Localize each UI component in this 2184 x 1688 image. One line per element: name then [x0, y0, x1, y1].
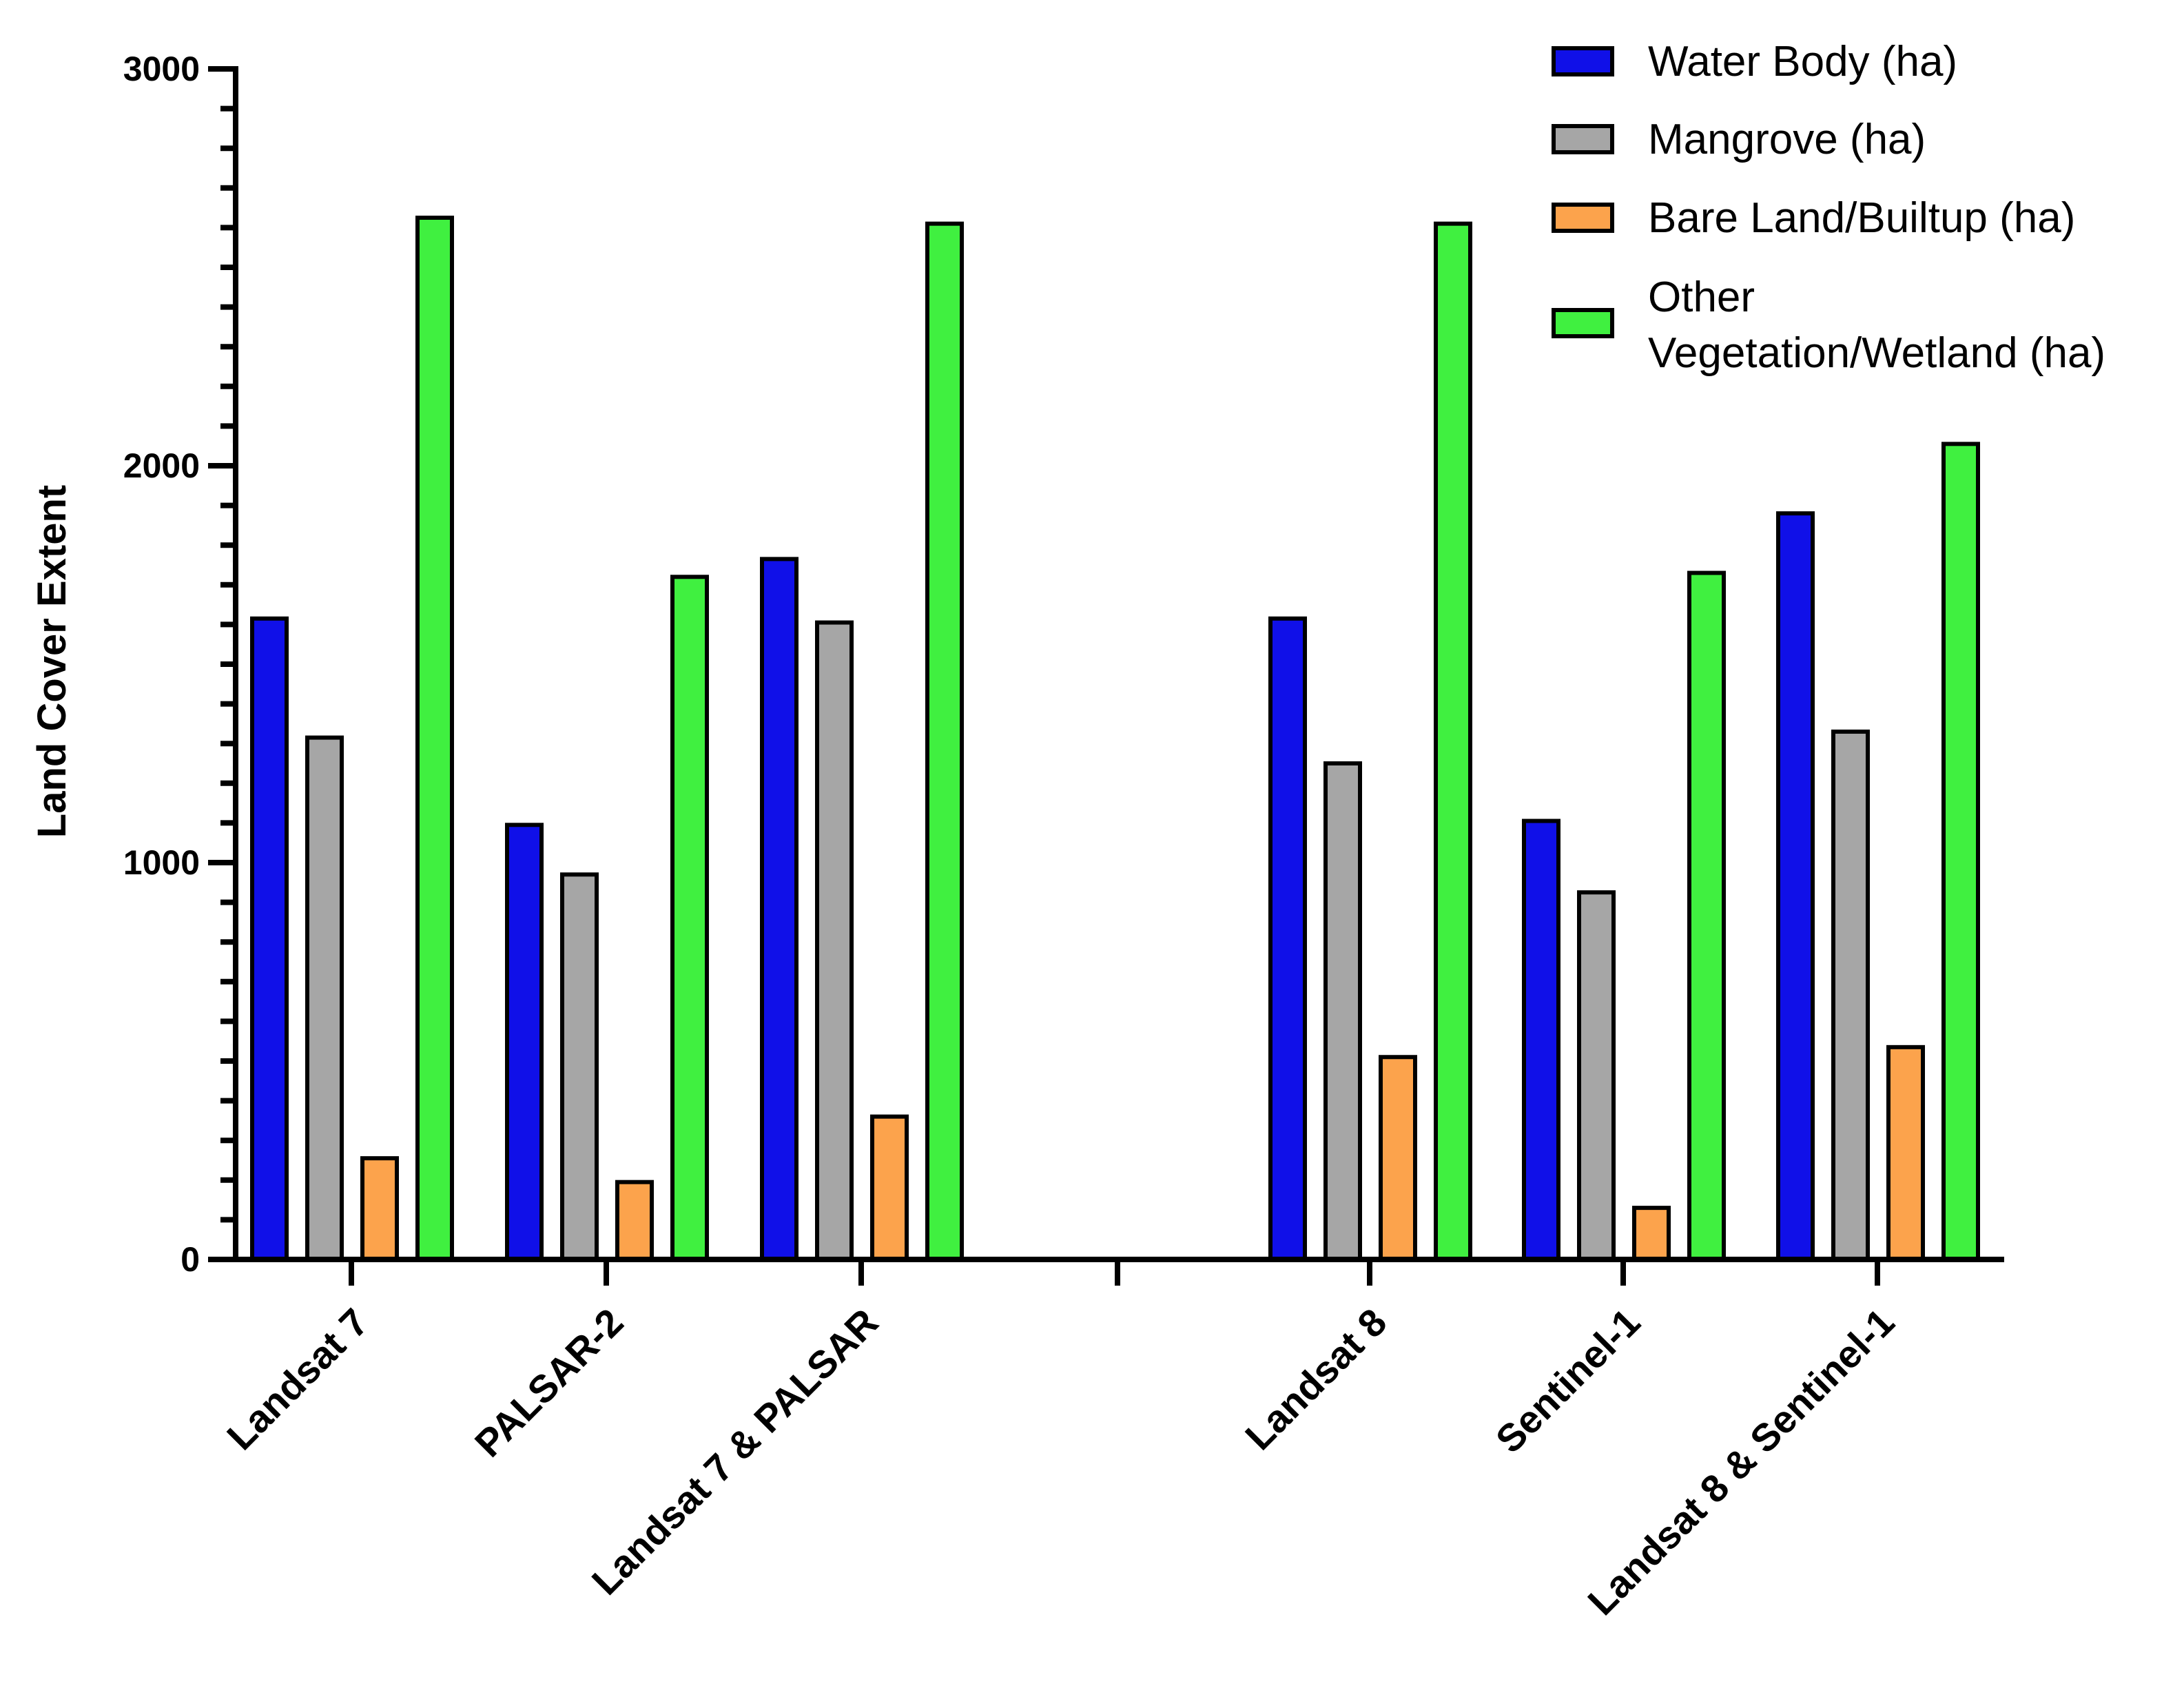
bar-other-vegetation-wetland-ha-6 — [1941, 442, 1980, 1262]
bar-mangrove-ha-6 — [1831, 729, 1870, 1262]
bar-other-vegetation-wetland-ha-5 — [1687, 570, 1726, 1262]
bar-mangrove-ha-3 — [815, 620, 854, 1262]
bar-bare-land-builtup-ha-3 — [870, 1114, 909, 1262]
bar-mangrove-ha-1 — [305, 735, 344, 1262]
bar-other-vegetation-wetland-ha-2 — [670, 575, 709, 1262]
bar-other-vegetation-wetland-ha-4 — [1434, 221, 1472, 1262]
bar-water-body-ha-6 — [1776, 511, 1815, 1262]
bar-mangrove-ha-4 — [1323, 761, 1362, 1262]
x-tick-label: PALSAR-2 — [466, 1300, 632, 1465]
x-tick-label: Landsat 8 — [1237, 1300, 1394, 1458]
y-tick-label: 3000 — [123, 50, 200, 88]
y-tick-label: 1000 — [123, 843, 200, 882]
legend: Water Body (ha) Mangrove (ha) Bare Land/Bu… — [1552, 38, 2105, 377]
bar-other-vegetation-wetland-ha-1 — [415, 216, 454, 1262]
legend-swatch — [1552, 124, 1614, 154]
bar-bare-land-builtup-ha-6 — [1886, 1044, 1925, 1262]
bars — [250, 216, 1980, 1262]
y-tick-label: 0 — [181, 1240, 200, 1279]
bar-bare-land-builtup-ha-5 — [1632, 1206, 1671, 1262]
bar-mangrove-ha-5 — [1577, 890, 1616, 1262]
legend-swatch — [1552, 46, 1614, 76]
legend-label: Water Body (ha) — [1648, 38, 1957, 85]
y-tick-label: 2000 — [123, 446, 200, 485]
x-tick-label: Sentinel-1 — [1487, 1300, 1649, 1461]
bar-bare-land-builtup-ha-1 — [360, 1156, 399, 1262]
legend-label: Mangrove (ha) — [1648, 116, 1926, 163]
x-tick-label: Landsat 7 & PALSAR — [584, 1300, 887, 1603]
bar-water-body-ha-2 — [505, 823, 544, 1262]
bar-mangrove-ha-2 — [560, 872, 599, 1262]
y-axis: 0 1000 2000 3000 — [123, 50, 238, 1279]
legend-label: Bare Land/Builtup (ha) — [1648, 194, 2075, 242]
bar-water-body-ha-4 — [1268, 616, 1307, 1262]
bar-other-vegetation-wetland-ha-3 — [925, 221, 964, 1262]
legend-swatch — [1552, 308, 1614, 338]
bar-water-body-ha-3 — [760, 557, 799, 1262]
x-tick-label: Landsat 7 — [218, 1300, 376, 1458]
legend-swatch — [1552, 203, 1614, 233]
bar-water-body-ha-5 — [1522, 819, 1560, 1262]
bar-water-body-ha-1 — [250, 616, 289, 1262]
y-axis-label: Land Cover Extent — [30, 485, 74, 838]
bar-bare-land-builtup-ha-2 — [615, 1180, 654, 1262]
legend-label: Other Vegetation/Wetland (ha) — [1648, 274, 2105, 377]
bar-bare-land-builtup-ha-4 — [1379, 1055, 1417, 1262]
